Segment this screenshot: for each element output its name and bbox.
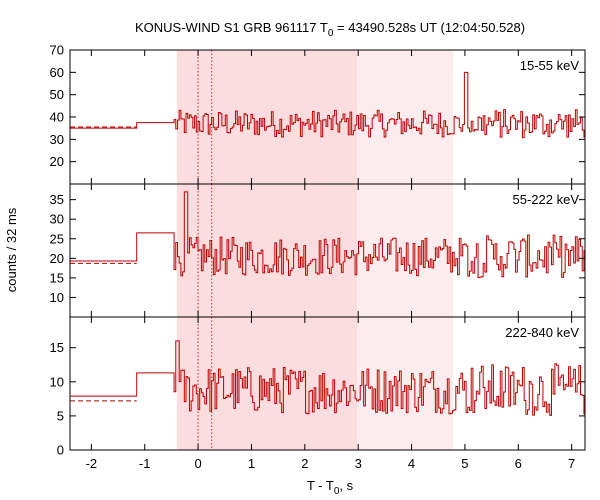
chart-title: KONUS-WIND S1 GRB 961117 T0 = 43490.528s…	[135, 20, 525, 39]
xlabel-subscript: 0	[334, 486, 340, 497]
y-tick-label-1-4: 30	[50, 212, 64, 227]
x-tick-label-9: 7	[568, 456, 575, 471]
y-tick-label-1-2: 20	[50, 251, 64, 266]
y-tick-label-0-5: 70	[50, 43, 64, 58]
panel-label-1: 55-222 keV	[513, 192, 580, 207]
y-tick-label-0-1: 30	[50, 132, 64, 147]
y-tick-label-2-0: 0	[57, 443, 64, 458]
x-tick-label-3: 1	[248, 456, 255, 471]
panel-label-0: 15-55 keV	[520, 58, 580, 73]
x-tick-label-1: -1	[139, 456, 151, 471]
y-tick-label-0-4: 60	[50, 65, 64, 80]
y-tick-label-2-3: 15	[50, 340, 64, 355]
y-tick-label-2-2: 10	[50, 374, 64, 389]
y-tick-label-0-0: 20	[50, 154, 64, 169]
highlight-region-0	[176, 50, 358, 450]
x-axis-label: T - T0, s	[307, 478, 354, 497]
x-tick-label-8: 6	[515, 456, 522, 471]
y-axis-label: counts / 32 ms	[4, 207, 19, 292]
light-curve-0	[70, 71, 585, 139]
x-tick-label-4: 2	[301, 456, 308, 471]
y-tick-label-0-3: 50	[50, 87, 64, 102]
panel-label-2: 222-840 keV	[505, 325, 579, 340]
x-tick-label-0: -2	[86, 456, 98, 471]
xlabel-rest: , s	[339, 478, 353, 493]
x-tick-label-5: 3	[355, 456, 362, 471]
y-tick-label-1-5: 35	[50, 192, 64, 207]
x-tick-label-2: 0	[194, 456, 201, 471]
light-curve-2	[70, 340, 585, 416]
light-curve-1	[70, 191, 585, 279]
title-rest: = 43490.528s UT (12:04:50.528)	[333, 20, 525, 35]
x-tick-label-7: 5	[461, 456, 468, 471]
x-tick-label-6: 4	[408, 456, 415, 471]
title-subscript: 0	[328, 28, 334, 39]
y-tick-label-0-2: 40	[50, 110, 64, 125]
y-tick-label-2-1: 5	[57, 408, 64, 423]
series-lines	[70, 71, 585, 416]
panel-frame-2	[69, 316, 586, 451]
y-tick-label-1-1: 15	[50, 270, 64, 285]
y-tick-label-1-3: 25	[50, 231, 64, 246]
y-tick-label-1-0: 10	[50, 290, 64, 305]
